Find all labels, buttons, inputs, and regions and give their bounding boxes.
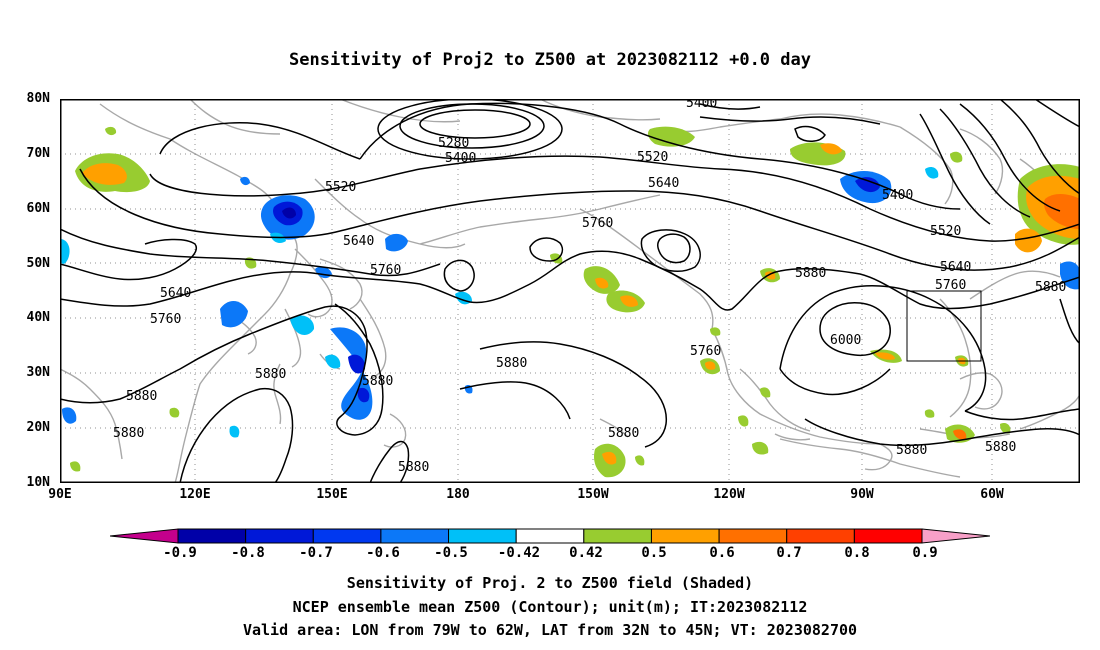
colorbar-segment (245, 528, 314, 544)
plot-title: Sensitivity of Proj2 to Z500 at 20230821… (289, 50, 811, 70)
map-frame (60, 99, 1080, 483)
colorbar-label: -0.6 (366, 545, 400, 561)
contour-label: 5880 (255, 367, 286, 382)
contour-label: 5760 (582, 216, 613, 231)
contour-label: 5880 (398, 460, 429, 475)
valid-area-box (906, 290, 982, 362)
colorbar-label: -0.9 (163, 545, 197, 561)
caption-line-2: NCEP ensemble mean Z500 (Contour); unit(… (292, 598, 808, 616)
colorbar-label: 0.8 (844, 545, 870, 561)
colorbar-low-extend (109, 528, 179, 544)
z500-contours (60, 99, 1080, 483)
contour-label: 5880 (113, 426, 144, 441)
caption-line-3: Valid area: LON from 79W to 62W, LAT fro… (242, 621, 858, 639)
colorbar-label: 0.7 (776, 545, 802, 561)
contour-labels: 5400 5280 5400 5520 5520 5640 5760 5640 … (113, 99, 1066, 475)
colorbar-label: -0.42 (497, 545, 541, 561)
lat-label: 50N (26, 256, 50, 271)
colorbar-segment (853, 528, 923, 544)
contour-label: 5640 (343, 234, 374, 249)
contour-label: 5880 (985, 440, 1016, 455)
contour-label: 5760 (150, 312, 181, 327)
sensitivity-shading (60, 126, 1080, 478)
contour-label: 5520 (637, 150, 668, 165)
lon-label: 150E (316, 487, 348, 502)
colorbar-label: 0.6 (709, 545, 735, 561)
colorbar-segment (718, 528, 788, 544)
contour-label: 5520 (930, 224, 961, 239)
caption-line-1: Sensitivity of Proj. 2 to Z500 field (Sh… (346, 574, 754, 592)
colorbar-label: -0.7 (299, 545, 333, 561)
colorbar-segment (786, 528, 855, 544)
contour-label: 5400 (882, 188, 913, 203)
contour-label: 5400 (686, 99, 717, 111)
lat-label: 80N (26, 91, 50, 106)
lon-label: 60W (980, 487, 1004, 502)
colorbar-segment (380, 528, 450, 544)
colorbar-label: 0.42 (569, 545, 603, 561)
contour-label: 5880 (362, 374, 393, 389)
contour-label: 5520 (325, 180, 356, 195)
contour-label: 5760 (935, 278, 966, 293)
colorbar-label: 0.9 (912, 545, 938, 561)
lat-label: 40N (26, 310, 50, 325)
contour-label: 5880 (496, 356, 527, 371)
contour-label: 5400 (445, 151, 476, 166)
colorbar-segment (583, 528, 652, 544)
contour-label: 5640 (160, 286, 191, 301)
lat-label: 10N (26, 475, 50, 490)
lat-label: 30N (26, 365, 50, 380)
contour-label: 6000 (830, 333, 861, 348)
lat-label: 70N (26, 146, 50, 161)
contour-label: 5760 (690, 344, 721, 359)
lon-label: 120W (713, 487, 745, 502)
lat-label: 60N (26, 201, 50, 216)
colorbar-segment (515, 528, 585, 544)
contour-label: 5760 (370, 263, 401, 278)
contour-label: 5640 (648, 176, 679, 191)
lon-label: 180 (446, 487, 470, 502)
colorbar-segment (448, 528, 517, 544)
colorbar-label: 0.5 (641, 545, 667, 561)
map-panel: 5400 5280 5400 5520 5520 5640 5760 5640 … (60, 99, 1080, 483)
colorbar-segment (177, 528, 247, 544)
contour-label: 5640 (940, 260, 971, 275)
contour-label: 5880 (795, 266, 826, 281)
lon-label: 120E (179, 487, 211, 502)
colorbar-label: -0.8 (231, 545, 265, 561)
lon-label: 150W (577, 487, 609, 502)
contour-label: 5880 (1035, 280, 1066, 295)
colorbar-label: -0.5 (434, 545, 468, 561)
contour-label: 5880 (608, 426, 639, 441)
contour-label: 5880 (126, 389, 157, 404)
colorbar-segment (312, 528, 382, 544)
lon-label: 90E (48, 487, 72, 502)
contour-label: 5280 (438, 136, 469, 151)
lat-label: 20N (26, 420, 50, 435)
colorbar-segment (650, 528, 720, 544)
lon-label: 90W (850, 487, 874, 502)
contour-label: 5880 (896, 443, 927, 458)
colorbar (109, 528, 991, 544)
colorbar-high-extend (921, 528, 991, 544)
